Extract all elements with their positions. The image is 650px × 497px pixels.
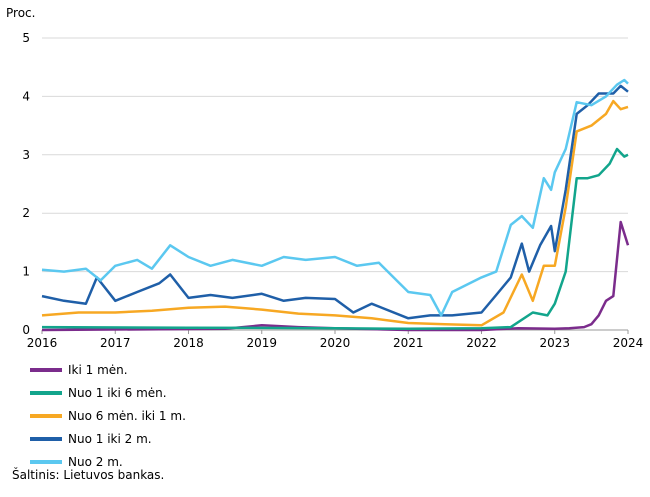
- y-tick-label: 5: [22, 31, 30, 45]
- x-tick-label: 2020: [320, 336, 351, 350]
- x-tick-label: 2021: [393, 336, 424, 350]
- x-tick-label: 2016: [27, 336, 58, 350]
- legend-item: Iki 1 mėn.: [30, 358, 186, 381]
- legend-label: Nuo 1 iki 2 m.: [68, 431, 152, 446]
- series-line: [41, 147, 629, 331]
- x-tick-label: 2024: [613, 336, 644, 350]
- x-tick-label: 2019: [246, 336, 277, 350]
- legend-swatch: [30, 459, 62, 464]
- legend-item: Nuo 1 iki 2 m.: [30, 427, 186, 450]
- line-chart: 0 1 2 3 4 5 2016 2017 2018 2019 2020 2021 2022 2023 20…: [22, 31, 644, 350]
- y-tick-label: 4: [22, 89, 30, 103]
- x-tick-label: 2018: [173, 336, 204, 350]
- legend-swatch: [30, 436, 62, 441]
- y-tick-label: 2: [22, 206, 30, 220]
- legend-item: Nuo 1 iki 6 mėn.: [30, 381, 186, 404]
- y-tick-label: 0: [22, 323, 30, 337]
- legend-label: Nuo 6 mėn. iki 1 m.: [68, 408, 186, 423]
- series-line: [41, 99, 629, 327]
- y-axis-label: Proc.: [6, 6, 36, 20]
- legend-swatch: [30, 413, 62, 418]
- y-tick-label: 3: [22, 148, 30, 162]
- x-tick-label: 2022: [466, 336, 497, 350]
- source-note: Šaltinis: Lietuvos bankas.: [12, 468, 165, 482]
- legend-swatch: [30, 367, 62, 372]
- legend-label: Iki 1 mėn.: [68, 362, 128, 377]
- legend-label: Nuo 2 m.: [68, 454, 123, 469]
- chart-legend: Iki 1 mėn. Nuo 1 iki 6 mėn. Nuo 6 mėn. iki…: [30, 358, 186, 473]
- x-tick-label: 2017: [100, 336, 131, 350]
- y-tick-label: 1: [22, 265, 30, 279]
- legend-swatch: [30, 390, 62, 395]
- x-tick-label: 2023: [539, 336, 570, 350]
- legend-item: Nuo 2 m.: [30, 450, 186, 473]
- legend-label: Nuo 1 iki 6 mėn.: [68, 385, 167, 400]
- series-line: [41, 78, 629, 317]
- series-line: [41, 84, 629, 320]
- legend-item: Nuo 6 mėn. iki 1 m.: [30, 404, 186, 427]
- series-line: [41, 220, 630, 332]
